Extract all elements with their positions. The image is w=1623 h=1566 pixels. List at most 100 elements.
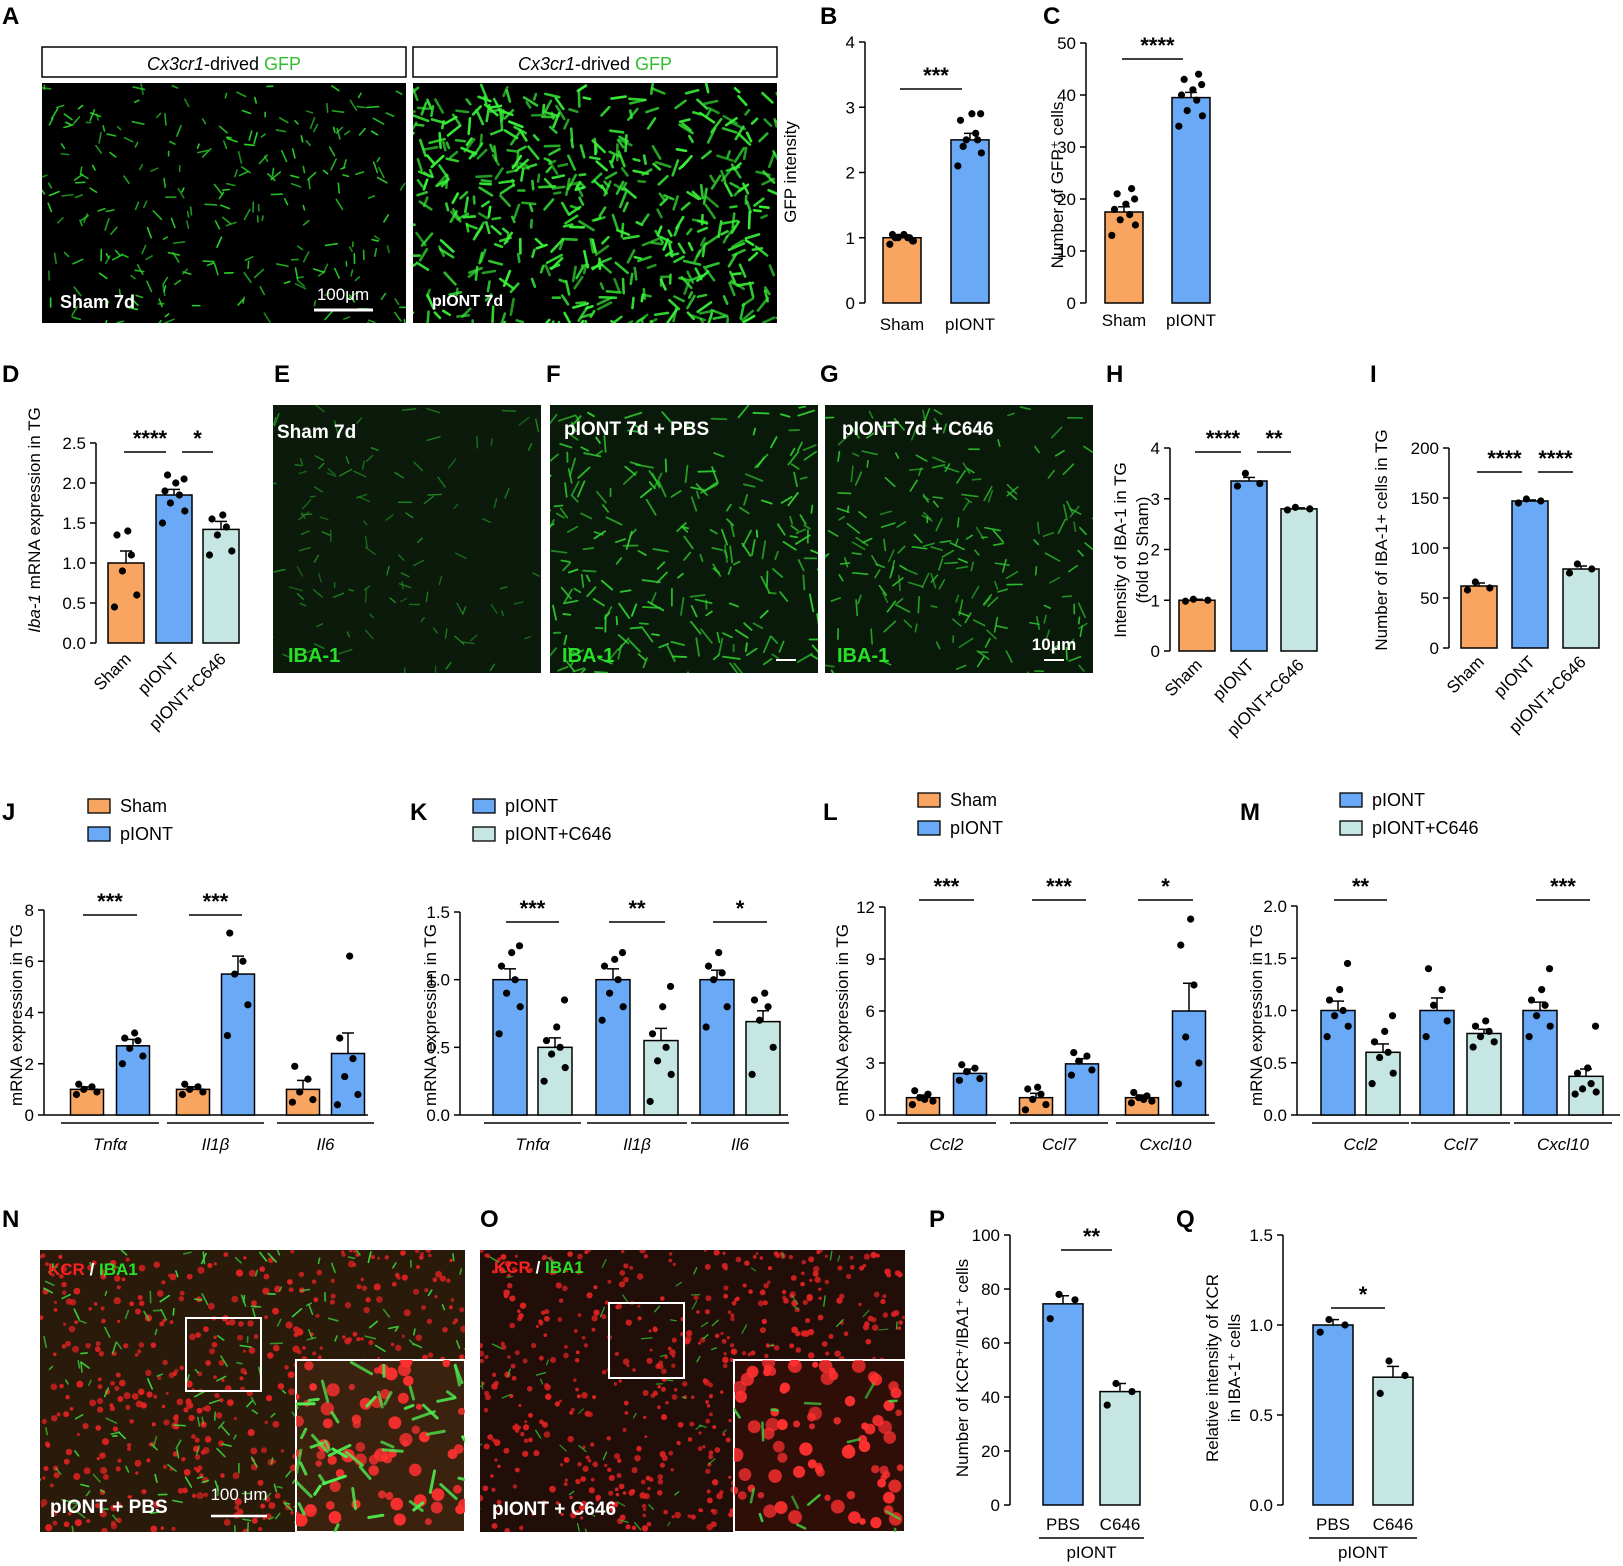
gfp-cell xyxy=(439,239,455,253)
kcr-signal xyxy=(99,1452,106,1459)
data-point-m-2-1 xyxy=(1591,1022,1600,1030)
kcr-signal xyxy=(127,1495,131,1499)
gfp-cell xyxy=(558,278,567,284)
iba1-signal xyxy=(221,1425,230,1436)
y-axis-label-k: mRNA expression in TG xyxy=(421,924,440,1106)
gfp-cell xyxy=(667,229,673,238)
gfp-cell xyxy=(294,283,307,290)
gfp-cell xyxy=(589,237,595,254)
gfp-cell xyxy=(445,157,460,163)
iba1-signal-inset xyxy=(421,1403,439,1420)
kcr-signal xyxy=(401,1274,408,1281)
gfp-cell xyxy=(403,318,406,323)
kcr-signal xyxy=(657,1474,664,1480)
kcr-signal xyxy=(671,1394,678,1400)
kcr-signal-inset xyxy=(385,1492,394,1501)
kcr-signal xyxy=(261,1447,268,1454)
iba1-signal xyxy=(186,1374,190,1382)
iba1-cell xyxy=(803,450,818,461)
kcr-signal xyxy=(824,1279,830,1285)
gfp-cell xyxy=(71,306,78,317)
iba1-cell xyxy=(617,634,630,645)
iba1-cell xyxy=(462,606,467,615)
kcr-signal xyxy=(264,1420,269,1425)
gfp-cell xyxy=(543,177,554,189)
data-point-j-1-0 xyxy=(181,1080,189,1088)
kcr-signal xyxy=(716,1492,723,1500)
data-point-j-2-0 xyxy=(288,1098,297,1106)
gfp-cell xyxy=(413,86,420,94)
data-point-h-1 xyxy=(1233,482,1242,490)
gfp-cell xyxy=(696,219,709,225)
kcr-signal xyxy=(139,1402,145,1408)
kcr-signal xyxy=(52,1520,58,1526)
iba1-cell xyxy=(1043,614,1047,624)
iba1-cell xyxy=(854,471,863,486)
kcr-signal xyxy=(898,1320,903,1325)
iba1-signal xyxy=(837,1255,841,1262)
iba1-signal xyxy=(105,1417,118,1424)
iba1-signal xyxy=(601,1258,607,1268)
kcr-signal xyxy=(58,1254,63,1259)
iba1-signal xyxy=(268,1516,275,1520)
gfp-cell xyxy=(631,296,635,310)
kcr-signal xyxy=(497,1464,501,1469)
gfp-cell xyxy=(653,311,670,317)
kcr-signal xyxy=(730,1313,735,1318)
iba1-signal-inset xyxy=(296,1448,303,1475)
gfp-cell xyxy=(650,241,664,246)
kcr-signal xyxy=(341,1335,346,1339)
iba1-cell xyxy=(355,493,368,499)
bar-c-1 xyxy=(1171,96,1211,304)
iba1-cell xyxy=(580,512,593,520)
iba1-cell xyxy=(298,546,312,552)
iba1-cell xyxy=(456,602,464,616)
kcr-signal xyxy=(774,1345,780,1351)
iba1-cell xyxy=(661,411,672,423)
gfp-cell xyxy=(687,291,694,299)
kcr-signal xyxy=(744,1260,750,1266)
iba1-cell xyxy=(273,413,280,427)
kcr-signal xyxy=(189,1333,196,1341)
kcr-signal xyxy=(636,1445,642,1452)
gfp-cell xyxy=(486,280,491,293)
kcr-signal xyxy=(559,1463,564,1467)
gfp-cell xyxy=(201,118,207,125)
iba1-cell xyxy=(938,558,944,571)
kcr-signal xyxy=(699,1508,704,1513)
gfp-cell xyxy=(331,109,345,113)
gfp-cell xyxy=(763,118,773,128)
kcr-signal xyxy=(570,1407,575,1412)
iba1-cell xyxy=(855,599,859,617)
iba1-signal-inset xyxy=(330,1410,340,1424)
iba1-signal-inset xyxy=(453,1363,461,1387)
iba1-signal xyxy=(61,1293,71,1300)
kcr-signal xyxy=(584,1410,591,1417)
iba1-cell xyxy=(711,546,723,551)
kcr-signal xyxy=(480,1342,483,1349)
iba1-cell xyxy=(816,613,818,626)
gfp-cell xyxy=(459,190,469,200)
data-point-l-1-0 xyxy=(1029,1095,1037,1103)
gfp-cell xyxy=(243,272,252,283)
kcr-signal xyxy=(656,1405,661,1410)
kcr-signal xyxy=(101,1438,109,1446)
iba1-cell xyxy=(955,594,960,603)
y-axis-label-l: mRNA expression in TG xyxy=(833,924,852,1106)
gfp-cell xyxy=(744,108,751,116)
data-point-j-2-1 xyxy=(341,1072,349,1081)
gfp-cell xyxy=(372,117,385,125)
data-point-c-0 xyxy=(1131,221,1139,229)
iba1-cell xyxy=(685,421,691,429)
data-point-b-1 xyxy=(956,116,965,124)
data-point-d-1 xyxy=(172,479,180,487)
kcr-signal xyxy=(195,1332,202,1338)
kcr-signal xyxy=(519,1302,527,1309)
data-point-d-1 xyxy=(181,507,189,515)
kcr-signal xyxy=(639,1250,646,1254)
kcr-signal xyxy=(761,1318,767,1325)
iba1-cell xyxy=(656,561,666,570)
data-point-l-1-0 xyxy=(1034,1083,1042,1091)
gfp-cell xyxy=(428,168,434,179)
data-point-j-1-0 xyxy=(199,1088,207,1096)
